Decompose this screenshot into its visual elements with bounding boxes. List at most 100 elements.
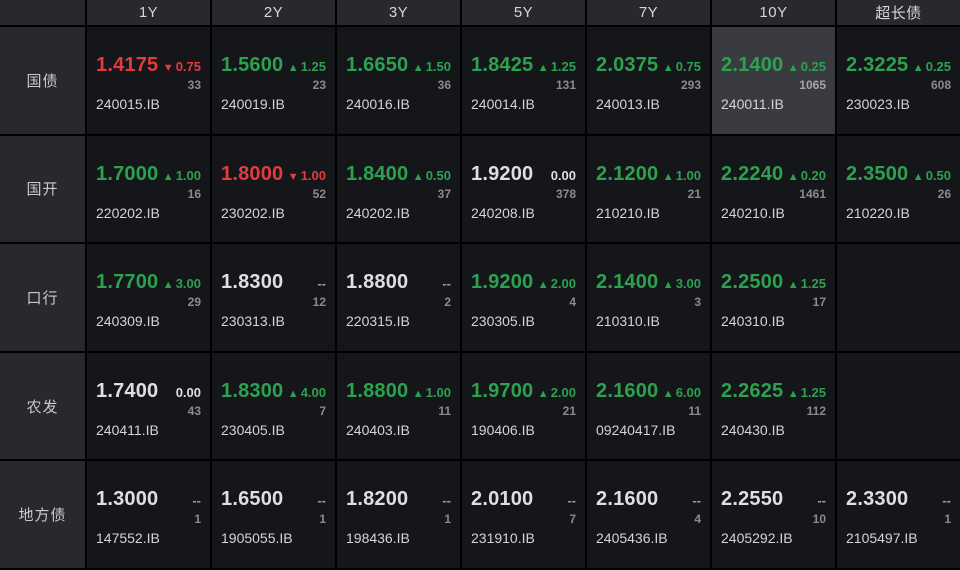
trade-count: 608 [930, 78, 951, 92]
column-header-ultra-long[interactable]: 超长债 [837, 0, 960, 25]
quote-cell[interactable]: 1.8800 ▲ 1.00 11 240403.IB [337, 352, 460, 460]
arrow-up-icon: ▲ [912, 170, 924, 183]
bond-code: 190406.IB [471, 421, 535, 438]
trade-count: 131 [555, 78, 576, 92]
quote-cell[interactable]: 1.8000 ▼ 1.00 52 230202.IB [212, 135, 335, 243]
quote-line: 1.6650 ▲ 1.50 [346, 54, 451, 77]
quote-cell[interactable]: 2.0375 ▲ 0.75 293 240013.IB [587, 27, 710, 134]
quote-line: 1.8400 ▲ 0.50 [346, 163, 451, 186]
quote-cell[interactable]: 2.1200 ▲ 1.00 21 210210.IB [587, 135, 710, 243]
quote-cell[interactable]: 1.8400 ▲ 0.50 37 240202.IB [337, 135, 460, 243]
quote-cell[interactable]: 2.3300 -- 1 2105497.IB [837, 461, 960, 568]
quote-cell[interactable]: 2.2240 ▲ 0.20 1461 240210.IB [712, 135, 835, 243]
change-value: ▲ 3.00 [163, 276, 201, 291]
corner-cell [0, 0, 85, 25]
bond-code: 147552.IB [96, 530, 160, 547]
quote-cell[interactable]: 1.4175 ▼ 0.75 33 240015.IB [87, 27, 210, 134]
change-number: -- [692, 493, 701, 509]
column-header-10y[interactable]: 10Y [712, 0, 835, 25]
trade-count: 3 [694, 295, 701, 310]
yield-value: 1.7400 [96, 379, 159, 402]
trade-count: 23 [312, 78, 326, 92]
change-number: 0.50 [925, 167, 951, 183]
column-header-1y[interactable]: 1Y [87, 0, 210, 25]
yield-value: 1.3000 [96, 488, 159, 511]
column-header-3y[interactable]: 3Y [337, 0, 460, 25]
bond-code: 240411.IB [96, 421, 159, 438]
quote-cell[interactable]: 2.1400 ▲ 0.25 1065 240011.IB [712, 27, 835, 134]
quote-cell[interactable]: 1.7700 ▲ 3.00 29 240309.IB [87, 244, 210, 351]
bond-code: 2105497.IB [846, 530, 918, 547]
quote-cell[interactable]: 1.8200 -- 1 198436.IB [337, 461, 460, 568]
arrow-down-icon: ▼ [287, 170, 299, 183]
quote-line: 1.6500 -- [221, 488, 326, 511]
arrow-up-icon: ▲ [662, 387, 674, 400]
change-value: -- [317, 276, 326, 291]
quote-cell[interactable]: 2.3225 ▲ 0.25 608 230023.IB [837, 27, 960, 134]
quote-line: 2.2240 ▲ 0.20 [721, 163, 826, 186]
arrow-up-icon: ▲ [662, 62, 674, 74]
change-value: ▲ 2.00 [538, 385, 576, 400]
yield-value: 1.8425 [471, 54, 534, 76]
quote-cell[interactable]: 1.9200 0.00 378 240208.IB [462, 135, 585, 243]
change-number: 6.00 [675, 384, 701, 400]
quote-cell[interactable]: 2.2500 ▲ 1.25 17 240310.IB [712, 244, 835, 351]
quote-cell[interactable]: 1.8425 ▲ 1.25 131 240014.IB [462, 27, 585, 134]
quote-cell[interactable]: 2.1400 ▲ 3.00 3 210310.IB [587, 244, 710, 351]
arrow-up-icon: ▲ [537, 387, 549, 400]
change-value: -- [442, 493, 451, 508]
bond-code: 230313.IB [221, 313, 285, 330]
quote-cell[interactable]: 2.2625 ▲ 1.25 112 240430.IB [712, 352, 835, 460]
change-value: ▲ 1.25 [538, 59, 576, 74]
column-header-5y[interactable]: 5Y [462, 0, 585, 25]
change-number: 0.50 [425, 167, 451, 183]
change-number: 0.00 [550, 167, 576, 183]
change-number: -- [442, 276, 451, 292]
change-number: 1.25 [800, 276, 826, 292]
change-number: 1.25 [800, 384, 826, 400]
change-value: -- [692, 493, 701, 508]
trade-count: 293 [680, 78, 701, 92]
column-header-2y[interactable]: 2Y [212, 0, 335, 25]
quote-line: 1.8200 -- [346, 488, 451, 511]
quote-cell[interactable]: 1.7000 ▲ 1.00 16 220202.IB [87, 135, 210, 243]
quote-cell[interactable]: 1.8300 -- 12 230313.IB [212, 244, 335, 351]
change-number: -- [317, 276, 326, 292]
quote-line: 1.7000 ▲ 1.00 [96, 163, 201, 186]
quote-cell[interactable]: 2.1600 -- 4 2405436.IB [587, 461, 710, 568]
column-header-7y[interactable]: 7Y [587, 0, 710, 25]
quote-cell[interactable]: 1.3000 -- 1 147552.IB [87, 461, 210, 568]
trade-count: 1461 [799, 186, 826, 201]
quote-cell[interactable]: 1.8800 -- 2 220315.IB [337, 244, 460, 351]
quote-cell[interactable]: 1.7400 0.00 43 240411.IB [87, 352, 210, 460]
quote-cell[interactable]: 1.9700 ▲ 2.00 21 190406.IB [462, 352, 585, 460]
change-value: ▲ 1.25 [288, 59, 326, 74]
bond-code: 240310.IB [721, 313, 785, 330]
arrow-up-icon: ▲ [787, 62, 799, 74]
quote-cell[interactable]: 1.5600 ▲ 1.25 23 240019.IB [212, 27, 335, 134]
quote-cell[interactable]: 1.6500 -- 1 1905055.IB [212, 461, 335, 568]
quote-cell[interactable]: 2.2550 -- 10 2405292.IB [712, 461, 835, 568]
arrow-up-icon: ▲ [537, 279, 549, 292]
yield-value: 1.8300 [221, 271, 284, 294]
yield-value: 1.5600 [221, 54, 284, 76]
trade-count: 26 [937, 186, 951, 201]
trade-count: 1065 [799, 78, 826, 92]
yield-value: 1.8200 [346, 488, 409, 511]
quote-cell[interactable]: 1.9200 ▲ 2.00 4 230305.IB [462, 244, 585, 351]
bond-code: 198436.IB [346, 530, 410, 547]
quote-cell[interactable]: 2.3500 ▲ 0.50 26 210220.IB [837, 135, 960, 243]
change-value: ▲ 0.25 [788, 59, 826, 74]
quote-line: 1.7400 0.00 [96, 380, 201, 403]
trade-count: 36 [437, 78, 451, 92]
quote-cell[interactable]: 2.1600 ▲ 6.00 11 09240417.IB [587, 352, 710, 460]
quote-line: 2.0100 -- [471, 488, 576, 511]
quote-cell[interactable]: 2.0100 -- 7 231910.IB [462, 461, 585, 568]
bond-code: 210220.IB [846, 204, 910, 221]
quote-line: 2.1400 ▲ 3.00 [596, 271, 701, 294]
quote-cell[interactable]: 1.8300 ▲ 4.00 7 230405.IB [212, 352, 335, 460]
quote-cell[interactable]: 1.6650 ▲ 1.50 36 240016.IB [337, 27, 460, 134]
change-number: 0.25 [925, 59, 951, 74]
quote-line: 1.8425 ▲ 1.25 [471, 54, 576, 77]
yield-value: 1.9200 [471, 162, 534, 185]
